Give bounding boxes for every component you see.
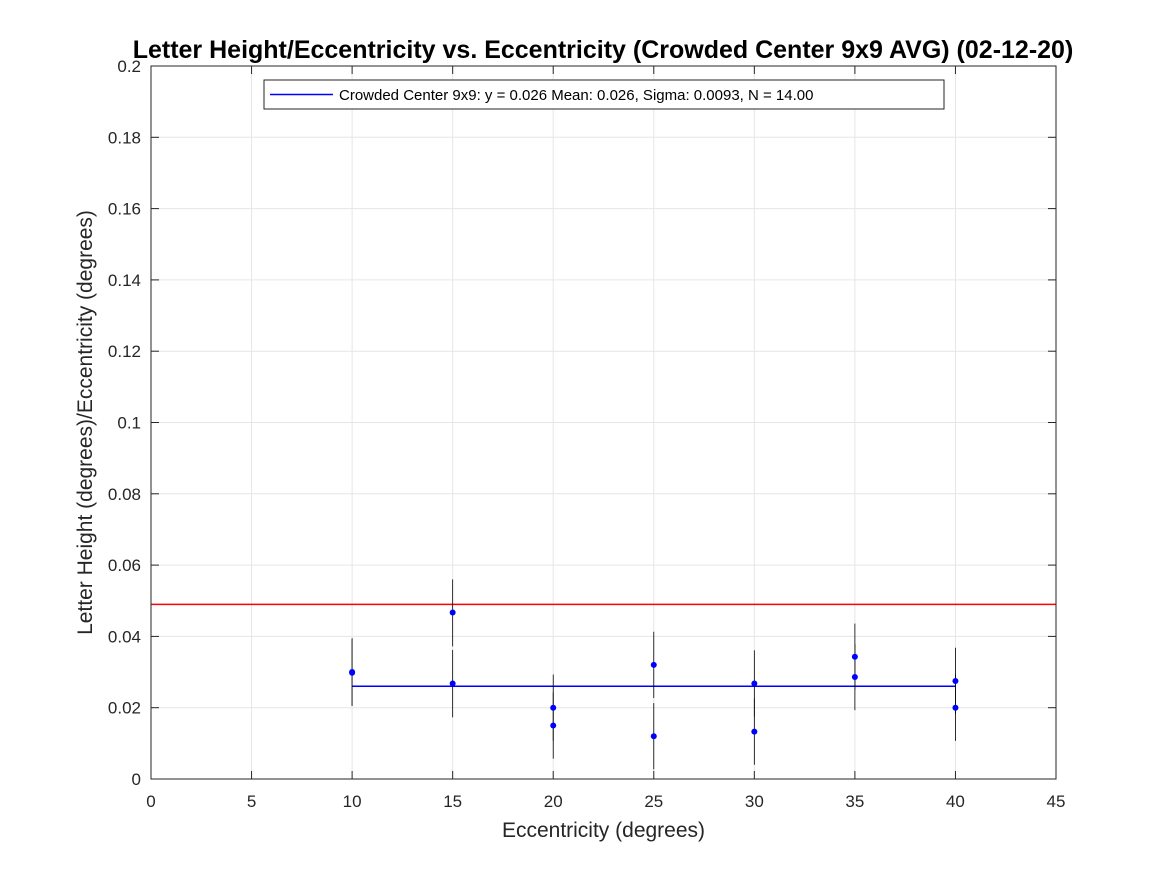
x-tick-label: 40 bbox=[946, 792, 965, 811]
x-tick-label: 15 bbox=[443, 792, 462, 811]
x-tick-labels: 0 5 10 15 20 25 30 35 40 45 bbox=[146, 792, 1065, 811]
data-point bbox=[550, 722, 557, 729]
data-layer bbox=[151, 579, 1056, 770]
y-tick-label: 0.02 bbox=[108, 699, 141, 718]
y-tick-label: 0.12 bbox=[108, 342, 141, 361]
data-point bbox=[952, 704, 959, 711]
x-tick-label: 35 bbox=[845, 792, 864, 811]
data-point bbox=[952, 677, 959, 684]
x-tick-label: 25 bbox=[644, 792, 663, 811]
data-point bbox=[851, 653, 858, 660]
y-tick-label: 0.04 bbox=[108, 627, 141, 646]
y-tick-label: 0.16 bbox=[108, 200, 141, 219]
x-tick-label: 20 bbox=[544, 792, 563, 811]
data-point bbox=[449, 680, 456, 687]
data-point bbox=[650, 733, 657, 740]
data-point bbox=[751, 728, 758, 735]
y-tick-label: 0 bbox=[132, 770, 141, 789]
x-tick-label: 5 bbox=[247, 792, 256, 811]
axes-box bbox=[150, 65, 1057, 780]
y-tick-label: 0.18 bbox=[108, 128, 141, 147]
data-point bbox=[449, 609, 456, 616]
data-point bbox=[851, 674, 858, 681]
y-tick-label: 0.2 bbox=[117, 57, 141, 76]
data-point bbox=[349, 669, 356, 676]
x-tick-label: 10 bbox=[343, 792, 362, 811]
data-point bbox=[650, 661, 657, 668]
x-axis-label: Eccentricity (degrees) bbox=[502, 819, 705, 842]
y-axis-label: Letter Height (degrees)/Eccentricity (de… bbox=[74, 210, 97, 635]
legend-entry-crowded-center: Crowded Center 9x9: y = 0.026 Mean: 0.02… bbox=[339, 87, 813, 104]
y-tick-label: 0.06 bbox=[108, 556, 141, 575]
plot-area bbox=[150, 65, 1057, 780]
legend-box bbox=[263, 79, 945, 110]
y-tick-label: 0.14 bbox=[108, 271, 141, 290]
y-tick-labels: 0 0.02 0.04 0.06 0.08 0.1 0.12 0.14 0.16 0.18 0.2 bbox=[108, 57, 141, 789]
data-point bbox=[550, 704, 557, 711]
x-tick-label: 30 bbox=[745, 792, 764, 811]
y-tick-label: 0.1 bbox=[117, 414, 141, 433]
y-tick-label: 0.08 bbox=[108, 485, 141, 504]
chart-title: Letter Height/Eccentricity vs. Eccentric… bbox=[133, 36, 1074, 64]
data-point bbox=[751, 680, 758, 687]
x-tick-label: 45 bbox=[1047, 792, 1066, 811]
x-tick-label: 0 bbox=[146, 792, 155, 811]
legend: Crowded Center 9x9: y = 0.026 Mean: 0.02… bbox=[263, 79, 945, 110]
